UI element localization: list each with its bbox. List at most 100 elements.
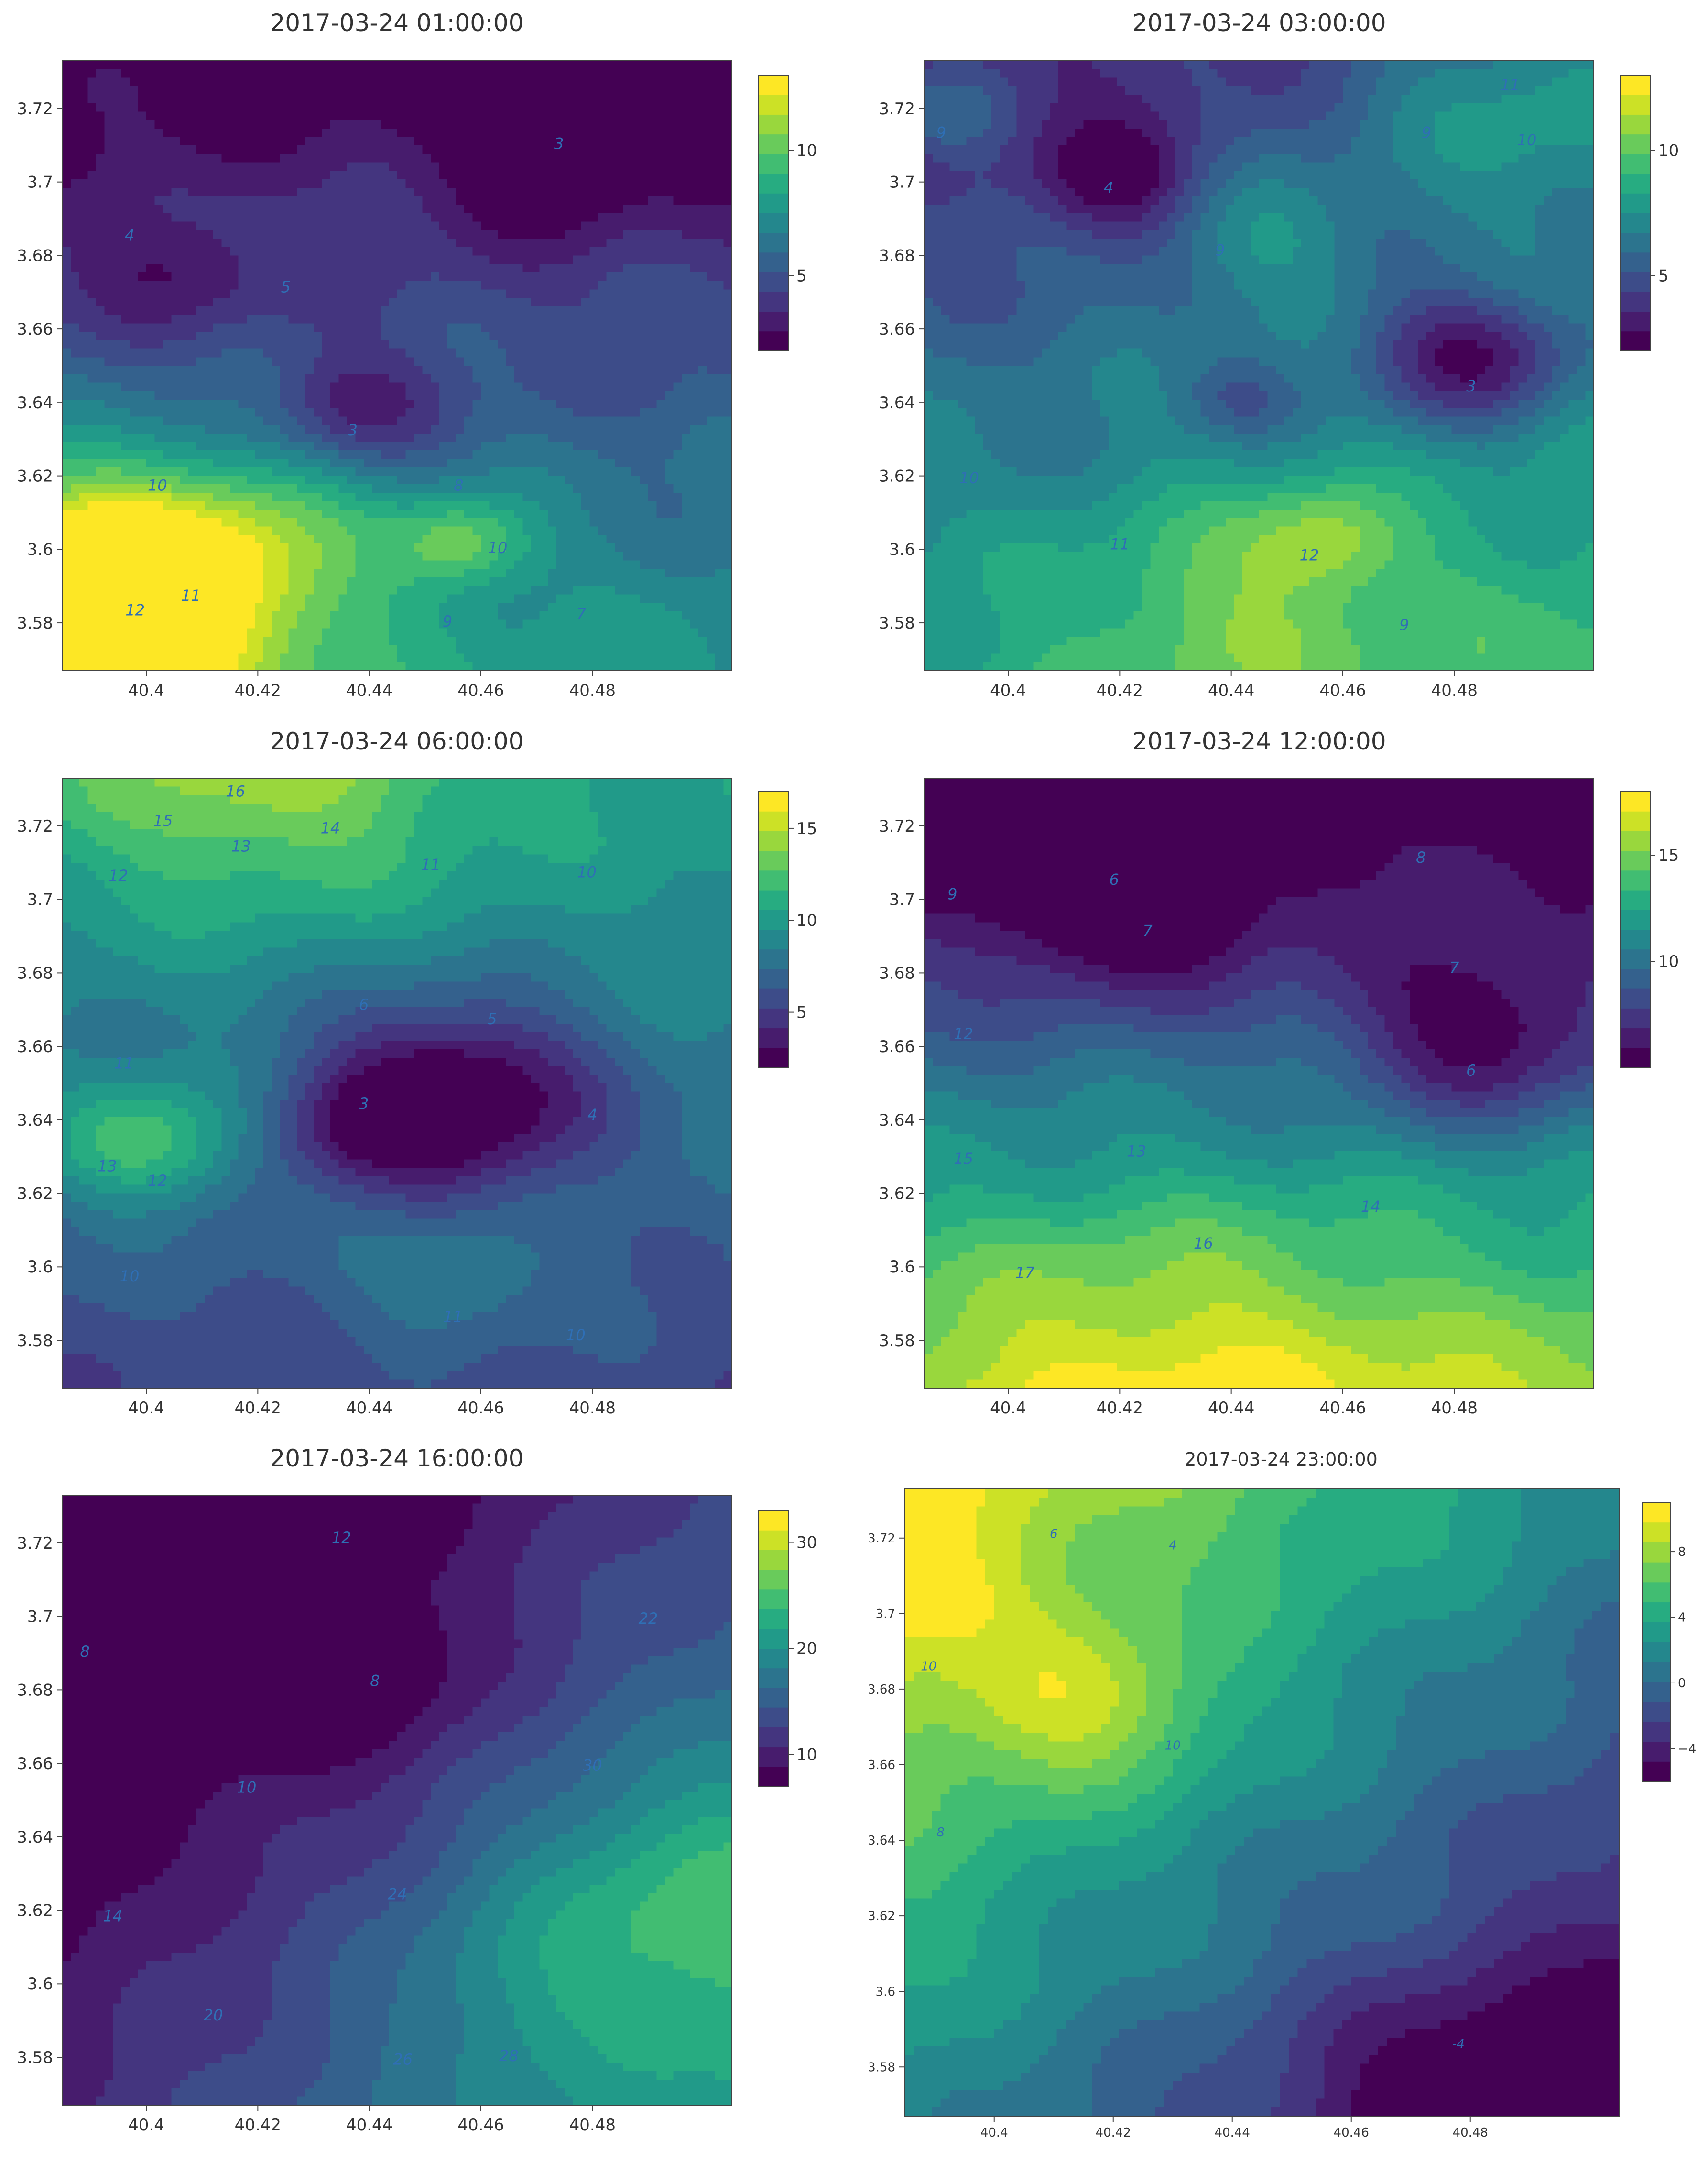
plot-frame — [924, 60, 1594, 671]
colorbar-tick-label: 10 — [796, 141, 817, 160]
colorbar-band — [1620, 1008, 1651, 1029]
contour-fill — [63, 778, 732, 1389]
y-tick-label: 3.62 — [17, 1901, 53, 1921]
colorbar-band — [1620, 890, 1651, 910]
colorbar-band — [1620, 252, 1651, 272]
contour-label: 14 — [1361, 1197, 1381, 1216]
contour-label: 11 — [114, 1054, 134, 1072]
colorbar-band — [758, 95, 789, 115]
colorbar-band — [1620, 134, 1651, 154]
contour-fill — [925, 778, 1594, 1389]
y-tick-label: 3.68 — [879, 246, 915, 265]
contour-label: 10 — [120, 1267, 140, 1285]
chart-title: 2017-03-24 23:00:00 — [1185, 1449, 1378, 1470]
y-tick-label: 3.64 — [879, 1111, 915, 1130]
colorbar-band — [1643, 1542, 1670, 1563]
contour-label: 7 — [577, 605, 587, 623]
colorbar-band — [758, 1008, 789, 1029]
contour-label: 10 — [566, 1326, 586, 1344]
contour-label: 14 — [103, 1907, 123, 1925]
x-tick-label: 40.48 — [1453, 2126, 1488, 2140]
y-tick-label: 3.62 — [868, 1909, 895, 1923]
colorbar-band — [758, 331, 789, 351]
contour-label: 3 — [554, 134, 564, 152]
y-tick-label: 3.7 — [889, 173, 915, 192]
y-tick-label: 3.58 — [17, 614, 53, 633]
colorbar-band — [1643, 1741, 1670, 1762]
colorbar: 5 10 — [758, 75, 817, 351]
y-tick-label: 3.64 — [17, 1111, 53, 1130]
y-tick-label: 3.58 — [17, 1331, 53, 1350]
colorbar-band — [1643, 1622, 1670, 1642]
colorbar-band — [758, 1747, 789, 1767]
colorbar-band — [758, 968, 789, 989]
colorbar-band — [1620, 311, 1651, 332]
x-tick-label: 40.44 — [1215, 2126, 1250, 2140]
contour-label: 16 — [226, 782, 245, 800]
contour-label: 12 — [1300, 546, 1319, 564]
colorbar-band — [1620, 1028, 1651, 1048]
x-tick-label: 40.4 — [128, 1399, 164, 1418]
colorbar: 10 15 — [1620, 791, 1679, 1068]
x-tick-label: 40.4 — [980, 2126, 1008, 2140]
colorbar-frame — [758, 791, 789, 1068]
contour-label: 10 — [237, 1779, 257, 1797]
y-tick-label: 3.64 — [868, 1834, 895, 1848]
contour-label: 6 — [359, 995, 369, 1013]
y-tick-label: 3.6 — [27, 1975, 53, 1994]
contour-label: 8 — [936, 1825, 945, 1840]
y-tick-label: 3.62 — [879, 1184, 915, 1204]
colorbar-band — [758, 1648, 789, 1669]
colorbar-tick-label: 0 — [1678, 1676, 1686, 1691]
colorbar-frame — [1620, 791, 1651, 1068]
x-tick-label: 40.44 — [1208, 681, 1254, 700]
colorbar-band — [1620, 831, 1651, 851]
contour-label: 4 — [587, 1106, 597, 1124]
contour-panel-4: 2017-03-24 12:00:00 40.4 40.42 40.44 40.46 40… — [879, 728, 1679, 1418]
contour-label: 3 — [348, 421, 357, 439]
y-tick-label: 3.68 — [879, 964, 915, 983]
contour-label: 12 — [954, 1025, 973, 1043]
colorbar-band — [1620, 174, 1651, 194]
y-tick-label: 3.6 — [27, 540, 53, 559]
contour-label: 7 — [1449, 958, 1459, 977]
colorbar-frame — [1642, 1502, 1671, 1782]
contour-label: 10 — [1165, 1738, 1181, 1753]
colorbar-tick-label: 8 — [1678, 1545, 1686, 1559]
contour-label: 13 — [231, 837, 251, 856]
x-tick-label: 40.4 — [128, 2116, 164, 2135]
colorbar-tick-label: 30 — [796, 1533, 817, 1552]
y-tick-label: 3.72 — [879, 817, 915, 836]
contour-label: 26 — [393, 2050, 413, 2068]
colorbar-band — [758, 1668, 789, 1688]
contour-label: 8 — [1416, 848, 1425, 867]
contour-label: 5 — [487, 1010, 497, 1028]
colorbar-band — [1620, 75, 1651, 95]
x-tick-label: 40.44 — [346, 681, 392, 700]
y-tick-label: 3.64 — [17, 393, 53, 413]
colorbar-band — [1620, 114, 1651, 135]
contour-label: 3 — [359, 1095, 369, 1113]
colorbar-band — [758, 1550, 789, 1570]
colorbar-band — [1643, 1522, 1670, 1542]
contour-fill — [925, 61, 1594, 671]
contour-panel-2: 2017-03-24 03:00:00 40.4 40.42 40.44 40.46 40… — [879, 9, 1679, 700]
y-tick-label: 3.6 — [27, 1258, 53, 1277]
x-tick-label: 40.46 — [457, 681, 504, 700]
colorbar-band — [1643, 1602, 1670, 1622]
x-tick-label: 40.46 — [1319, 681, 1366, 700]
contour-panel-3: 2017-03-24 06:00:00 40.4 40.42 40.44 40.46 40… — [17, 728, 817, 1418]
contour-label: 12 — [148, 1172, 167, 1190]
contour-label: 8 — [454, 476, 463, 494]
colorbar-tick-label: 10 — [796, 1745, 817, 1764]
colorbar-band — [758, 890, 789, 910]
colorbar-band — [1620, 929, 1651, 950]
colorbar-band — [1620, 792, 1651, 812]
colorbar-band — [1643, 1721, 1670, 1742]
contour-label: 12 — [109, 867, 128, 885]
x-tick-label: 40.42 — [1097, 1399, 1143, 1418]
x-tick-label: 40.4 — [990, 1399, 1026, 1418]
x-tick-label: 40.44 — [1208, 1399, 1254, 1418]
colorbar-band — [758, 311, 789, 332]
